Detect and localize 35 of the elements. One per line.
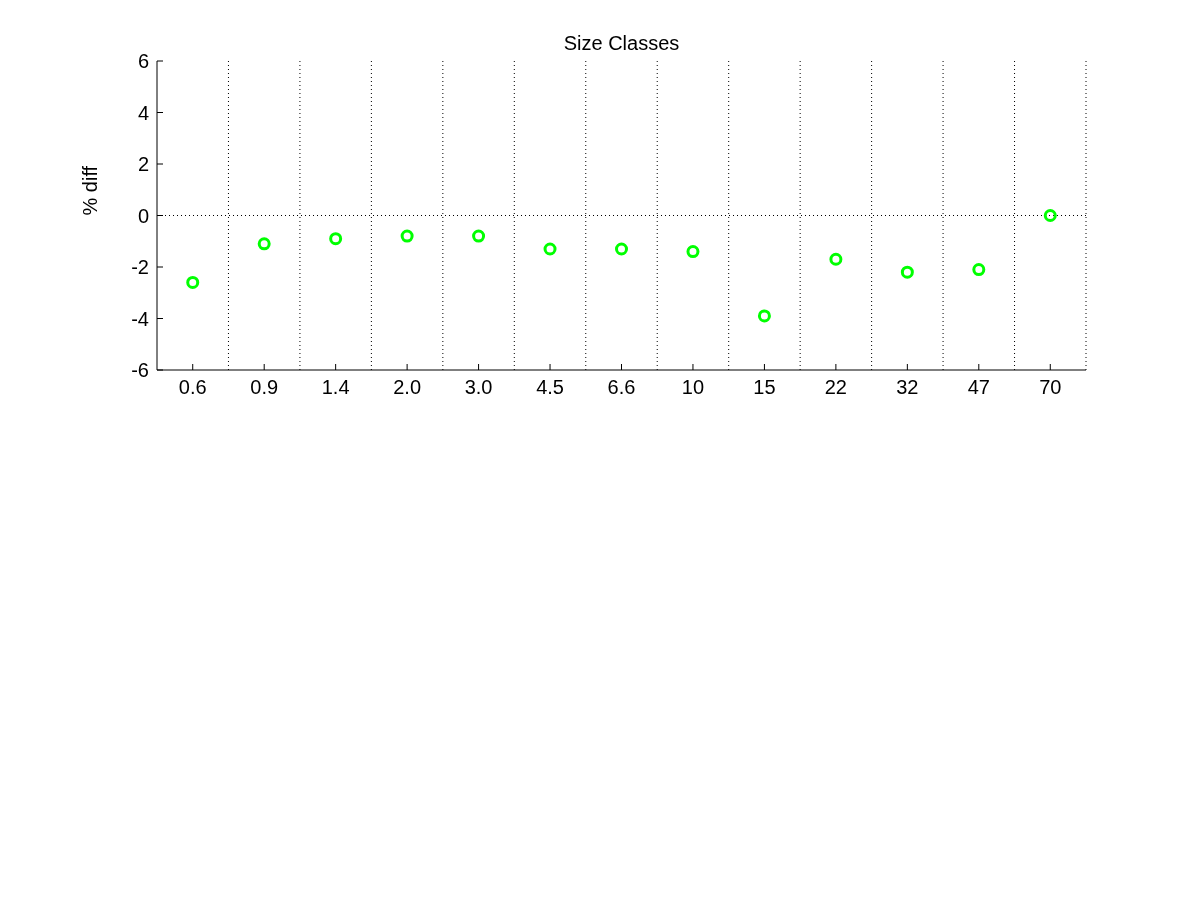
y-tick-label: -2 bbox=[131, 256, 149, 279]
point bbox=[329, 232, 343, 246]
y-tick-label: -4 bbox=[131, 307, 149, 330]
x-tick-label: 15 bbox=[753, 376, 776, 399]
point bbox=[400, 229, 414, 243]
point bbox=[1043, 209, 1057, 222]
x-tick-label: 4.5 bbox=[536, 376, 564, 399]
x-tick-label: 70 bbox=[1039, 376, 1062, 399]
point bbox=[472, 229, 486, 243]
x-tick-label: 0.9 bbox=[250, 376, 279, 399]
x-tick-label: 3.0 bbox=[464, 376, 493, 399]
point bbox=[257, 237, 271, 251]
y-axis-title: % diff bbox=[79, 165, 102, 216]
point bbox=[757, 309, 771, 323]
x-tick-label: 0.6 bbox=[178, 376, 207, 399]
x-tick-label: 47 bbox=[967, 376, 990, 399]
y-tick-label: 4 bbox=[137, 101, 149, 124]
point bbox=[686, 245, 700, 259]
x-tick-label: 6.6 bbox=[607, 376, 636, 399]
point bbox=[829, 252, 843, 266]
y-tick-label: 6 bbox=[137, 50, 149, 73]
x-tick-label: 2.0 bbox=[393, 376, 422, 399]
y-tick-label: -6 bbox=[131, 359, 149, 382]
point bbox=[543, 242, 557, 256]
x-tick-label: 10 bbox=[681, 376, 705, 399]
point bbox=[900, 265, 914, 279]
y-tick-label: 2 bbox=[137, 153, 149, 176]
y-tick-label: 0 bbox=[137, 204, 149, 227]
point bbox=[186, 275, 200, 289]
point bbox=[972, 263, 986, 277]
x-tick-label: 32 bbox=[896, 376, 919, 399]
chart-title: Size Classes bbox=[563, 32, 680, 54]
x-tick-label: 22 bbox=[824, 376, 848, 399]
x-tick-label: 1.4 bbox=[321, 376, 350, 399]
point bbox=[615, 242, 628, 256]
